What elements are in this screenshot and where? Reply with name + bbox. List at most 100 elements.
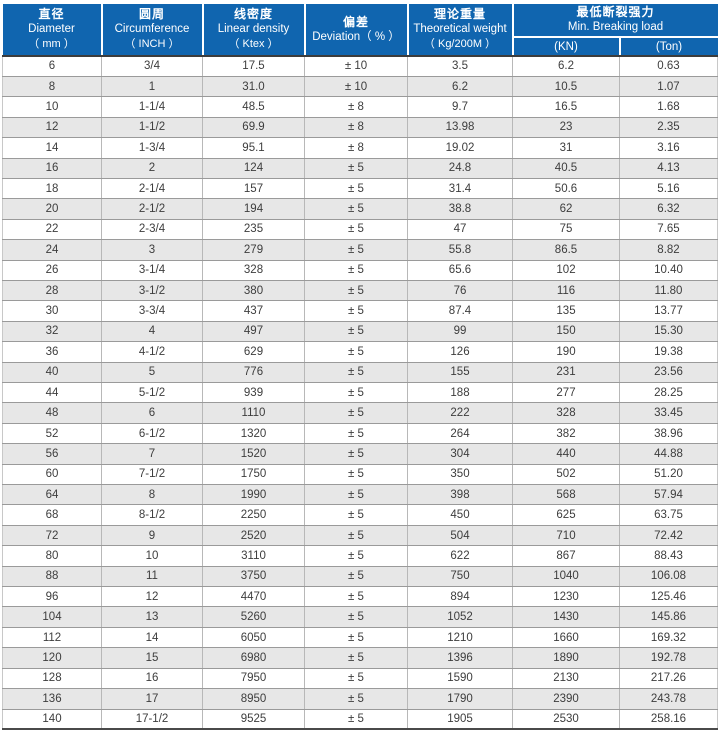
table-cell: 194 [202, 198, 305, 220]
table-cell: ± 5 [304, 586, 408, 608]
col-header-kn: (KN) [512, 37, 621, 57]
table-row: 6 3/4 17.5 ± 10 3.5 6.2 0.63 [2, 56, 718, 77]
table-cell: 6-1/2 [101, 423, 203, 445]
table-cell: 12 [2, 117, 102, 139]
table-cell: 1890 [512, 647, 620, 669]
table-cell: ± 5 [304, 321, 408, 343]
table-cell: 1520 [202, 443, 305, 465]
table-cell: ± 5 [304, 382, 408, 404]
table-row: 44 5-1/2 939 ± 5 188 277 28.25 [2, 382, 718, 404]
table-cell: ± 5 [304, 219, 408, 241]
table-cell: 8 [2, 76, 102, 98]
table-cell: 44 [2, 382, 102, 404]
table-cell: 231 [512, 362, 620, 384]
table-cell: 6.2 [512, 56, 620, 77]
table-cell: 124 [202, 158, 305, 179]
table-cell: 96 [2, 586, 102, 608]
col-header-diameter-unit: （ mm ） [28, 38, 75, 50]
table-cell: 26 [2, 260, 102, 281]
table-cell: 157 [202, 178, 305, 200]
table-cell: 87.4 [407, 300, 513, 322]
table-cell: 55.8 [407, 239, 513, 261]
table-row: 30 3-3/4 437 ± 5 87.4 135 13.77 [2, 300, 718, 322]
col-header-deviation-en: Deviation（ % ） [312, 30, 400, 43]
table-cell: 128 [2, 668, 102, 690]
table-cell: 1790 [407, 688, 513, 710]
table-cell: ± 5 [304, 668, 408, 690]
table-cell: 8-1/2 [101, 504, 203, 526]
table-cell: ± 5 [304, 545, 408, 567]
table-cell: ± 8 [304, 117, 408, 139]
table-cell: 2-1/2 [101, 198, 203, 220]
table-cell: 1 [101, 76, 203, 98]
table-cell: ± 10 [304, 76, 408, 98]
table-cell: 2130 [512, 668, 620, 690]
table-cell: 22 [2, 219, 102, 241]
table-cell: 32 [2, 321, 102, 343]
table-cell: 502 [512, 464, 620, 486]
table-cell: 19.02 [407, 137, 513, 159]
table-cell: 17 [101, 688, 203, 710]
table-cell: 40.5 [512, 158, 620, 179]
table-cell: ± 5 [304, 606, 408, 628]
table-cell: 1-1/2 [101, 117, 203, 139]
table-cell: ± 5 [304, 484, 408, 506]
table-cell: 10 [101, 545, 203, 567]
table-cell: 6050 [202, 627, 305, 649]
table-cell: 328 [512, 402, 620, 424]
table-cell: 192.78 [619, 647, 718, 669]
table-cell: 2.35 [619, 117, 718, 139]
col-header-theoretical-weight-unit: （ Kg/200M ） [423, 38, 497, 50]
table-row: 56 7 1520 ± 5 304 440 44.88 [2, 443, 718, 465]
table-cell: 1990 [202, 484, 305, 506]
table-row: 36 4-1/2 629 ± 5 126 190 19.38 [2, 341, 718, 363]
table-cell: ± 5 [304, 341, 408, 363]
table-cell: ± 5 [304, 709, 408, 731]
table-cell: 12 [101, 586, 203, 608]
table-cell: 16 [101, 668, 203, 690]
table-cell: 52 [2, 423, 102, 445]
table-cell: 64 [2, 484, 102, 506]
table-cell: ± 5 [304, 464, 408, 486]
table-cell: 437 [202, 300, 305, 322]
table-cell: 120 [2, 647, 102, 669]
table-cell: 7-1/2 [101, 464, 203, 486]
table-cell: 6 [2, 56, 102, 77]
table-cell: 145.86 [619, 606, 718, 628]
table-cell: 23.56 [619, 362, 718, 384]
table-cell: 136 [2, 688, 102, 710]
table-cell: 398 [407, 484, 513, 506]
table-cell: 3.5 [407, 56, 513, 77]
col-header-ton: (Ton) [619, 37, 718, 57]
table-cell: 1320 [202, 423, 305, 445]
table-cell: 7 [101, 443, 203, 465]
table-row: 112 14 6050 ± 5 1210 1660 169.32 [2, 627, 718, 649]
table-cell: ± 5 [304, 280, 408, 302]
table-cell: 750 [407, 566, 513, 588]
table-cell: 2250 [202, 504, 305, 526]
table-cell: 3-3/4 [101, 300, 203, 322]
table-cell: 80 [2, 545, 102, 567]
table-cell: 243.78 [619, 688, 718, 710]
table-row: 32 4 497 ± 5 99 150 15.30 [2, 321, 718, 343]
table-cell: 382 [512, 423, 620, 445]
table-cell: 1.07 [619, 76, 718, 98]
table-cell: 116 [512, 280, 620, 302]
table-cell: 63.75 [619, 504, 718, 526]
table-row: 128 16 7950 ± 5 1590 2130 217.26 [2, 668, 718, 690]
table-cell: 140 [2, 709, 102, 731]
table-cell: 622 [407, 545, 513, 567]
table-cell: ± 5 [304, 178, 408, 200]
col-header-diameter-zh: 直径 [38, 7, 65, 21]
table-cell: 72.42 [619, 525, 718, 547]
table-cell: 328 [202, 260, 305, 281]
table-row: 14 1-3/4 95.1 ± 8 19.02 31 3.16 [2, 137, 718, 159]
table-cell: 4.13 [619, 158, 718, 179]
table-row: 52 6-1/2 1320 ± 5 264 382 38.96 [2, 423, 718, 445]
table-cell: 104 [2, 606, 102, 628]
table-row: 8 1 31.0 ± 10 6.2 10.5 1.07 [2, 76, 718, 98]
table-cell: 38.8 [407, 198, 513, 220]
table-cell: 28.25 [619, 382, 718, 404]
table-cell: 5 [101, 362, 203, 384]
table-cell: 44.88 [619, 443, 718, 465]
